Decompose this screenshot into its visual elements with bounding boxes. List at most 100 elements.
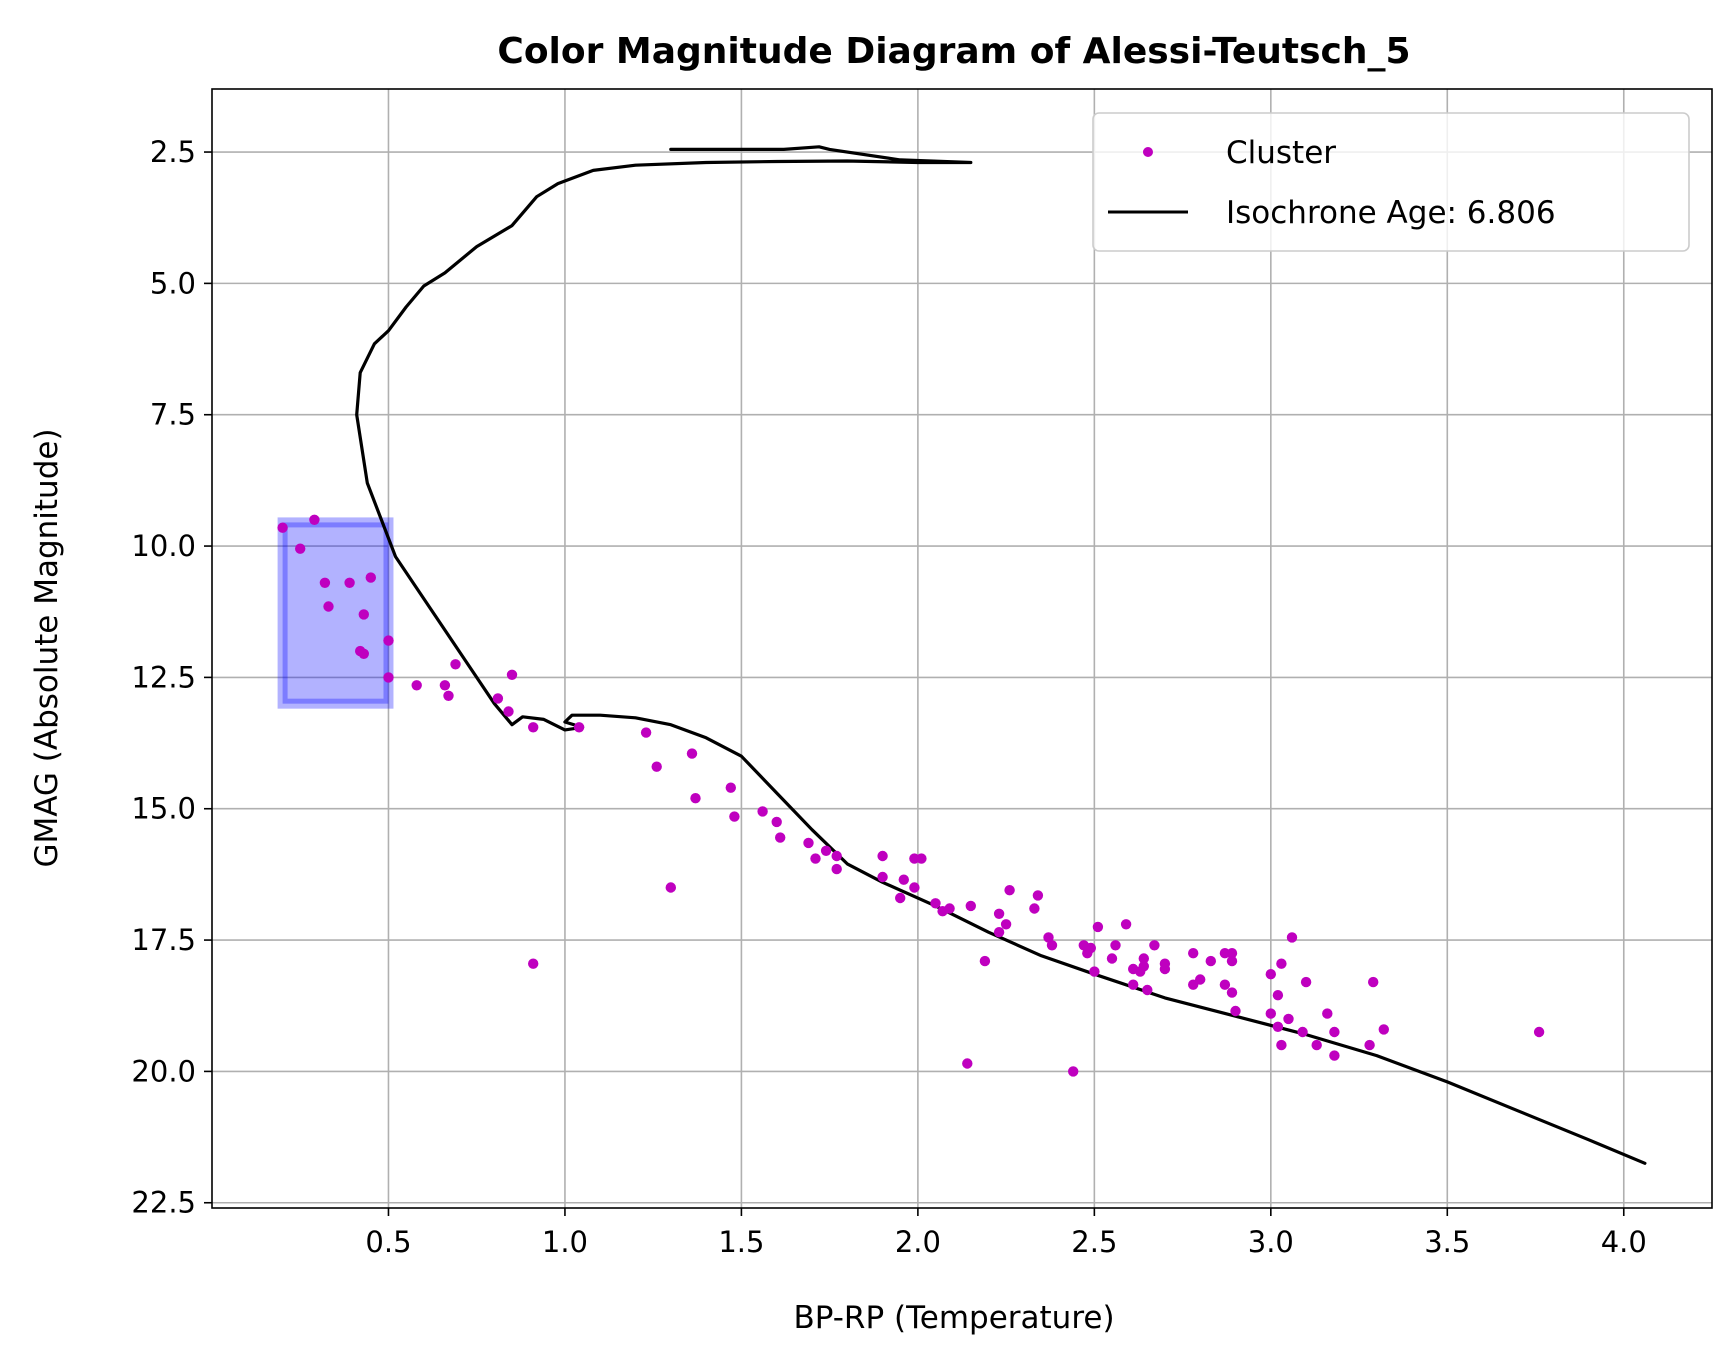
cluster-point	[1265, 1008, 1277, 1019]
cluster-point	[503, 706, 514, 717]
cluster-point	[1272, 990, 1284, 1001]
x-tick-label: 1.5	[718, 1225, 764, 1259]
y-tick-label: 17.5	[131, 923, 196, 957]
cluster-point	[528, 958, 539, 969]
cluster-point	[383, 635, 394, 646]
y-tick-label: 15.0	[131, 792, 196, 826]
x-tick-label: 2.5	[1071, 1225, 1117, 1259]
cluster-point	[358, 609, 369, 620]
cluster-point	[1276, 1039, 1287, 1051]
y-tick-label: 10.0	[131, 529, 196, 563]
y-tick-label: 7.5	[150, 398, 196, 432]
x-tick-label: 2.0	[895, 1225, 941, 1259]
cluster-point	[1205, 955, 1217, 967]
cluster-point	[443, 690, 454, 701]
cluster-point	[1368, 976, 1379, 988]
cluster-point	[909, 882, 920, 893]
cluster-point	[1120, 919, 1132, 930]
x-tick-label: 3.5	[1424, 1225, 1470, 1259]
cluster-point	[686, 748, 698, 759]
cluster-point	[993, 908, 1005, 919]
chart-title: Color Magnitude Diagram of Alessi-Teutsc…	[497, 31, 1410, 72]
cluster-point	[1226, 987, 1238, 998]
cluster-point	[1276, 958, 1287, 969]
cluster-point	[1322, 1008, 1333, 1019]
cluster-point	[665, 882, 676, 893]
cluster-point	[979, 955, 991, 967]
cluster-point	[1085, 942, 1097, 954]
cluster-point	[965, 900, 976, 912]
grid-lines	[212, 89, 1712, 1208]
cluster-point	[1297, 1026, 1308, 1038]
cluster-point	[1378, 1024, 1390, 1035]
cluster-point	[1128, 979, 1139, 990]
cluster-point	[820, 845, 832, 856]
cluster-point	[1106, 953, 1118, 964]
legend: Cluster Isochrone Age: 6.806	[1092, 112, 1690, 252]
cluster-point	[1533, 1026, 1545, 1038]
cluster-point	[877, 850, 888, 862]
x-axis-ticks: 0.5 1.0 1.5 2.0 2.5 3.0 3.5 4.0	[365, 1208, 1647, 1259]
cluster-point	[1159, 963, 1171, 975]
cluster-point	[309, 514, 320, 525]
cluster-point	[1029, 903, 1040, 914]
cluster-point	[1068, 1066, 1079, 1077]
cluster-point	[803, 837, 814, 849]
legend-box	[1092, 112, 1690, 252]
cluster-point	[1092, 921, 1104, 933]
cluster-point	[1000, 919, 1012, 930]
y-axis-ticks: 2.5 5.0 7.5 10.0 12.5 15.0 17.5 20.0 22.5	[131, 135, 212, 1220]
cluster-point	[344, 577, 355, 588]
y-tick-label: 5.0	[150, 266, 196, 300]
cluster-point	[771, 816, 782, 828]
cluster-point	[1329, 1050, 1340, 1061]
cluster-point	[725, 782, 736, 793]
cluster-point	[877, 871, 888, 883]
cluster-point	[450, 659, 461, 670]
cluster-point	[1329, 1026, 1340, 1038]
cluster-point	[365, 572, 376, 583]
cluster-point	[1195, 974, 1206, 985]
x-tick-label: 1.0	[542, 1225, 588, 1259]
cluster-point	[651, 761, 662, 772]
cluster-point	[1300, 976, 1312, 988]
cluster-point	[1089, 966, 1100, 977]
cluster-point	[1265, 969, 1277, 980]
cluster-point	[528, 722, 539, 733]
cluster-point	[492, 693, 504, 704]
cluster-point	[411, 680, 422, 691]
cluster-point	[1138, 961, 1150, 972]
cluster-series	[277, 514, 1545, 1077]
y-axis-title: GMAG (Absolute Magnitude)	[29, 428, 65, 867]
cluster-point	[916, 853, 927, 864]
cluster-point	[757, 806, 768, 817]
cluster-point	[729, 811, 740, 822]
cluster-point	[358, 648, 369, 659]
cluster-point	[1364, 1039, 1375, 1051]
cluster-point	[690, 793, 701, 804]
cluster-point	[898, 874, 909, 885]
cluster-point	[962, 1058, 973, 1069]
cluster-point	[640, 727, 652, 738]
cluster-point	[930, 898, 941, 909]
cluster-point	[1311, 1039, 1322, 1051]
cluster-point	[319, 577, 331, 588]
cluster-point	[1149, 940, 1160, 951]
cluster-point	[439, 680, 451, 691]
cluster-point	[277, 522, 288, 533]
y-tick-label: 12.5	[131, 660, 196, 694]
cluster-point	[831, 850, 842, 862]
legend-cluster-marker	[1143, 147, 1153, 157]
cluster-point	[506, 669, 518, 680]
isochrone-series	[355, 145, 1647, 1165]
cluster-point	[895, 892, 906, 904]
cluster-point	[383, 672, 394, 683]
cluster-point	[1226, 948, 1238, 959]
y-tick-label: 22.5	[131, 1186, 196, 1220]
cluster-point	[1188, 948, 1199, 959]
cluster-point	[1032, 890, 1044, 901]
cluster-point	[1226, 955, 1238, 967]
cluster-point	[1272, 1021, 1284, 1032]
cluster-point	[1219, 979, 1231, 990]
